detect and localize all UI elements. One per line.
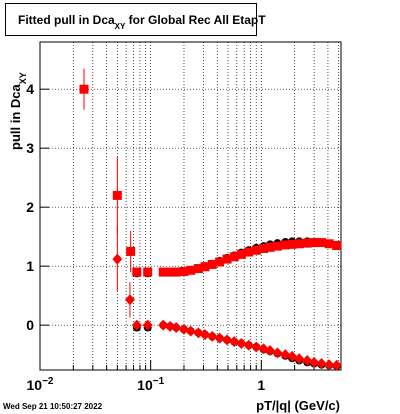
x-tick-label: 10−1: [137, 376, 164, 393]
x-tick-base: 10: [137, 377, 153, 393]
footer-date: Wed Sep 21 10:50:27 2022: [3, 402, 103, 411]
y-tick-label: 1: [26, 258, 34, 274]
point: [236, 337, 247, 349]
point: [193, 264, 203, 274]
point: [317, 238, 327, 248]
point: [112, 253, 123, 265]
point: [131, 319, 142, 331]
point: [214, 332, 225, 344]
point: [165, 267, 175, 277]
point: [222, 254, 232, 264]
point: [280, 349, 291, 361]
point: [186, 265, 196, 275]
point: [265, 242, 275, 252]
chart-title: Fitted pull in DcaXY for Global Rec All …: [18, 13, 266, 31]
point: [178, 323, 189, 335]
plot-frame: [39, 41, 342, 371]
y-tick-label: 3: [26, 140, 34, 156]
point: [207, 330, 218, 342]
x-tick-label: 10−2: [27, 376, 54, 393]
point: [179, 266, 189, 276]
point: [200, 262, 210, 272]
point: [272, 347, 283, 359]
point: [243, 339, 254, 351]
point: [316, 358, 327, 370]
point: [171, 322, 182, 334]
x-tick-exponent: −2: [42, 376, 54, 387]
point: [112, 190, 122, 200]
point: [200, 329, 211, 341]
y-tick-label: 4: [26, 81, 34, 97]
point: [294, 353, 305, 365]
point: [251, 245, 261, 255]
point: [265, 345, 276, 357]
point: [207, 259, 217, 269]
x-tick-exponent: −1: [153, 376, 165, 387]
point: [309, 356, 320, 368]
title-box: [5, 3, 257, 36]
point: [244, 247, 254, 257]
point: [229, 336, 240, 348]
point: [272, 241, 282, 251]
point: [229, 252, 239, 262]
x-tick-label: 1: [257, 377, 265, 393]
point: [142, 319, 153, 331]
point: [324, 359, 335, 371]
point: [79, 84, 89, 94]
y-axis-label: pull in DcaXY: [8, 72, 28, 150]
point: [332, 241, 342, 251]
point: [324, 239, 334, 249]
point: [158, 319, 169, 331]
point: [287, 239, 297, 249]
point: [185, 325, 196, 337]
y-tick-label: 0: [26, 317, 34, 333]
point: [126, 246, 136, 256]
x-tick-base: 10: [27, 377, 43, 393]
point: [331, 359, 342, 371]
point: [309, 238, 319, 248]
point: [171, 267, 181, 277]
point: [215, 257, 225, 267]
point: [222, 334, 233, 346]
point: [280, 240, 290, 250]
point: [302, 355, 313, 367]
point: [259, 243, 269, 253]
point: [132, 267, 142, 277]
point: [143, 267, 153, 277]
point: [251, 341, 262, 353]
point: [236, 249, 246, 259]
point: [193, 327, 204, 339]
point: [294, 239, 304, 249]
point: [124, 294, 135, 306]
point: [158, 267, 168, 277]
y-tick-label: 2: [26, 199, 34, 215]
x-axis-label: pT/|q| (GeV/c): [256, 398, 340, 413]
point: [302, 238, 312, 248]
